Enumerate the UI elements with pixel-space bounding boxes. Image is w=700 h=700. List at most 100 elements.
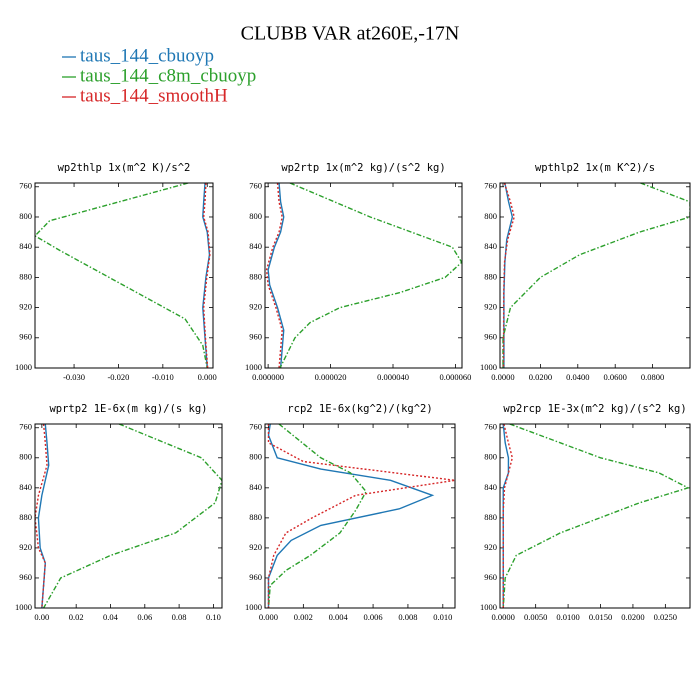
profile-line [37,424,50,608]
x-tick-label: 0.000 [198,372,217,382]
profile-line [42,424,222,608]
x-tick-label: 0.000020 [315,372,347,382]
x-tick-label: 0.0050 [524,612,547,622]
x-tick-label: 0.006 [364,612,383,622]
y-tick-label: 880 [249,512,262,522]
y-tick-label: 760 [19,181,32,191]
y-tick-label: 840 [249,241,262,251]
plot-frame [264,423,456,609]
x-tick-label: 0.0000 [491,372,514,382]
profile-line [265,183,283,368]
panel-title: wprtp2 1E-6x(m kg)/(s kg) [49,403,207,415]
legend-label: taus_144_smoothH [80,85,228,106]
x-tick-label: 0.0200 [621,612,644,622]
y-tick-label: 880 [484,271,497,281]
y-tick-label: 800 [19,452,32,462]
y-tick-label: 920 [249,302,262,312]
y-tick-label: 920 [484,302,497,312]
y-tick-label: 760 [19,422,32,432]
panel-title: wpthlp2 1x(m K^2)/s [535,162,655,174]
y-tick-label: 1000 [15,602,32,612]
x-tick-label: 0.004 [329,612,349,622]
y-tick-label: 920 [484,542,497,552]
y-tick-label: 880 [249,271,262,281]
plot-lines [502,424,690,608]
y-tick-label: 840 [484,241,497,251]
profile-line [502,183,515,368]
plot-frame [499,182,691,369]
x-tick-label: 0.0200 [529,372,552,382]
panel-title: wp2rcp 1E-3x(m^2 kg)/(s^2 kg) [503,403,686,415]
x-tick-label: 0.0250 [654,612,677,622]
x-tick-label: 0.0150 [589,612,612,622]
legend-label: taus_144_c8m_cbuoyp [80,65,256,86]
x-tick-label: -0.010 [152,372,174,382]
profile-line [267,183,285,368]
y-tick-label: 840 [19,482,32,492]
profile-line [502,424,690,608]
profile-line [267,424,435,608]
plot-frame [34,182,214,369]
y-tick-label: 840 [249,482,262,492]
x-tick-label: 0.000040 [377,372,409,382]
y-tick-label: 800 [484,211,497,221]
profile-line [503,183,514,368]
y-tick-label: 760 [484,181,497,191]
x-tick-label: -0.030 [63,372,85,382]
y-tick-label: 760 [484,422,497,432]
plot-lines [35,183,211,368]
x-tick-label: 0.000 [259,612,278,622]
y-tick-label: 960 [484,332,497,342]
plot-lines [265,183,462,368]
y-tick-label: 880 [484,512,497,522]
x-tick-label: 0.000000 [252,372,284,382]
y-tick-label: 960 [249,332,262,342]
profile-line [267,424,455,608]
profile-line [502,424,514,608]
panel-title: wp2rtp 1x(m^2 kg)/(s^2 kg) [281,162,445,174]
y-tick-label: 800 [249,452,262,462]
y-tick-label: 1000 [245,602,262,612]
x-tick-label: 0.02 [69,612,84,622]
plot-frame [499,423,691,609]
y-tick-label: 800 [484,452,497,462]
x-tick-label: -0.020 [107,372,129,382]
y-tick-label: 1000 [480,602,497,612]
y-tick-label: 1000 [480,362,497,372]
y-tick-label: 840 [19,241,32,251]
y-tick-label: 960 [249,572,262,582]
x-tick-label: 0.008 [398,612,417,622]
profile-line [502,183,690,368]
x-tick-label: 0.0600 [604,372,627,382]
profile-line [502,424,510,608]
x-tick-label: 0.000060 [440,372,472,382]
plot-frame [264,182,463,369]
y-tick-label: 1000 [15,362,32,372]
x-tick-label: 0.010 [433,612,452,622]
profile-line [267,424,367,608]
y-tick-label: 760 [249,181,262,191]
y-tick-label: 760 [249,422,262,432]
x-tick-label: 0.0100 [556,612,579,622]
y-tick-label: 960 [19,572,32,582]
plot-frame [34,423,223,609]
y-tick-label: 840 [484,482,497,492]
x-tick-label: 0.00 [34,612,49,622]
panel-title: wp2thlp 1x(m^2 K)/s^2 [58,162,191,174]
profile-line [202,183,211,368]
legend-label: taus_144_cbuoyp [80,45,214,66]
y-tick-label: 880 [19,512,32,522]
x-tick-label: 0.06 [137,612,152,622]
y-tick-label: 920 [249,542,262,552]
x-tick-label: 0.10 [206,612,221,622]
y-tick-label: 800 [19,211,32,221]
y-tick-label: 800 [249,211,262,221]
y-tick-label: 920 [19,542,32,552]
panel-title: rcp2 1E-6x(kg^2)/(kg^2) [287,403,432,415]
y-tick-label: 880 [19,271,32,281]
y-tick-label: 1000 [245,362,262,372]
profile-line [35,183,208,368]
x-tick-label: 0.04 [103,612,119,622]
plot-lines [502,183,690,368]
